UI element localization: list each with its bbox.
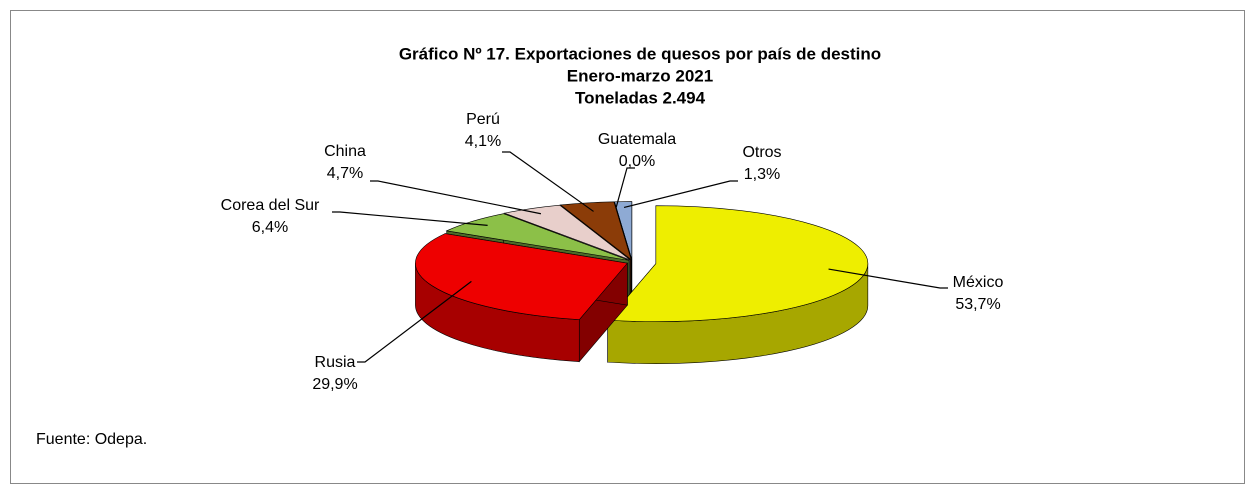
leader-line	[828, 268, 948, 289]
slice-top	[607, 205, 869, 322]
slice-top	[415, 233, 628, 320]
leader-line	[623, 180, 738, 209]
slice-value-label: 0,0%	[619, 153, 655, 170]
chart-subtitle: Toneladas 2.494	[575, 88, 706, 107]
slice-top	[559, 201, 632, 261]
leader-line	[502, 151, 594, 212]
slice-top	[503, 204, 631, 261]
leader-line	[357, 280, 472, 363]
slice-value-label: 1,3%	[744, 166, 780, 183]
slice-top	[445, 213, 630, 261]
slice-label: Corea del Sur	[221, 197, 320, 214]
leader-line	[332, 211, 488, 226]
slice-value-label: 29,9%	[312, 376, 357, 393]
slice-value-label: 6,4%	[252, 219, 288, 236]
slice-label: China	[324, 143, 366, 160]
source-note: Fuente: Odepa.	[36, 431, 147, 448]
pie-slice	[607, 205, 869, 364]
slice-label: México	[953, 274, 1004, 291]
slice-label: Otros	[742, 144, 781, 161]
slice-top	[614, 201, 632, 260]
leader-line	[615, 167, 635, 208]
slice-value-label: 53,7%	[955, 296, 1000, 313]
slice-label: Guatemala	[598, 131, 676, 148]
slice-label: Rusia	[315, 354, 356, 371]
chart-title: Gráfico Nº 17. Exportaciones de quesos p…	[399, 44, 881, 63]
chart-subtitle: Enero-marzo 2021	[567, 66, 713, 85]
leader-line	[370, 180, 542, 215]
pie-slice	[415, 233, 628, 363]
slice-value-label: 4,1%	[465, 133, 501, 150]
slice-label: Perú	[466, 111, 500, 128]
slice-value-label: 4,7%	[327, 165, 363, 182]
